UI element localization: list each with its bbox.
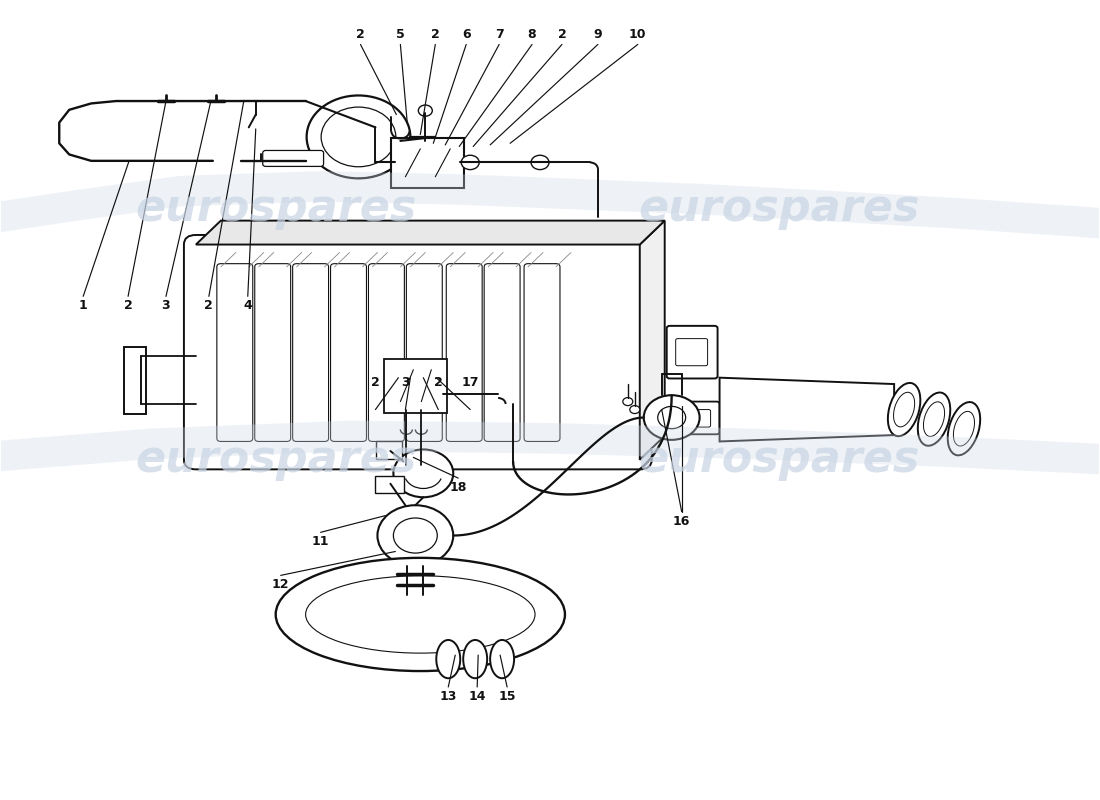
Ellipse shape <box>924 402 945 437</box>
Text: 2: 2 <box>433 376 442 389</box>
FancyBboxPatch shape <box>667 326 717 378</box>
Text: 2: 2 <box>205 299 213 313</box>
Circle shape <box>321 107 396 166</box>
Ellipse shape <box>463 640 487 678</box>
Circle shape <box>644 395 700 440</box>
FancyBboxPatch shape <box>217 264 253 442</box>
Circle shape <box>418 105 432 116</box>
Circle shape <box>531 155 549 170</box>
Ellipse shape <box>917 393 950 446</box>
Ellipse shape <box>948 402 980 455</box>
Text: eurospares: eurospares <box>639 438 920 482</box>
Ellipse shape <box>954 411 975 446</box>
FancyBboxPatch shape <box>376 442 403 459</box>
FancyBboxPatch shape <box>384 358 448 413</box>
Circle shape <box>461 155 480 170</box>
Circle shape <box>307 95 410 178</box>
FancyBboxPatch shape <box>484 264 520 442</box>
FancyBboxPatch shape <box>368 264 405 442</box>
Ellipse shape <box>491 640 514 678</box>
Text: 2: 2 <box>356 28 365 42</box>
FancyBboxPatch shape <box>255 264 290 442</box>
Ellipse shape <box>893 392 915 427</box>
FancyBboxPatch shape <box>406 264 442 442</box>
Text: 4: 4 <box>243 299 252 313</box>
Text: 3: 3 <box>162 299 170 313</box>
Text: 3: 3 <box>402 376 409 389</box>
Text: 10: 10 <box>629 28 647 42</box>
FancyBboxPatch shape <box>681 410 711 427</box>
Text: 5: 5 <box>396 28 405 42</box>
Polygon shape <box>196 221 664 245</box>
Circle shape <box>623 398 632 406</box>
FancyBboxPatch shape <box>331 264 366 442</box>
Circle shape <box>394 450 453 498</box>
Text: 18: 18 <box>450 481 466 494</box>
Text: 12: 12 <box>272 578 289 591</box>
Text: 2: 2 <box>558 28 566 42</box>
Text: 7: 7 <box>495 28 504 42</box>
Text: 8: 8 <box>528 28 537 42</box>
Text: 9: 9 <box>594 28 602 42</box>
Text: 6: 6 <box>462 28 471 42</box>
FancyBboxPatch shape <box>392 138 464 188</box>
Text: eurospares: eurospares <box>135 187 417 230</box>
Text: eurospares: eurospares <box>135 438 417 482</box>
Circle shape <box>377 506 453 566</box>
Text: 16: 16 <box>673 514 691 528</box>
Text: eurospares: eurospares <box>639 187 920 230</box>
Circle shape <box>394 518 438 553</box>
Text: 1: 1 <box>79 299 88 313</box>
FancyBboxPatch shape <box>375 476 405 494</box>
Text: 2: 2 <box>371 376 380 389</box>
Text: 11: 11 <box>311 535 329 549</box>
FancyBboxPatch shape <box>447 264 482 442</box>
FancyBboxPatch shape <box>672 402 719 434</box>
FancyBboxPatch shape <box>184 235 651 470</box>
Ellipse shape <box>306 576 535 653</box>
Polygon shape <box>719 378 894 442</box>
FancyBboxPatch shape <box>263 150 323 166</box>
Text: 2: 2 <box>431 28 440 42</box>
Ellipse shape <box>888 383 921 436</box>
Text: 17: 17 <box>462 376 478 389</box>
Ellipse shape <box>276 558 565 671</box>
Polygon shape <box>640 221 664 460</box>
Circle shape <box>658 406 685 429</box>
FancyBboxPatch shape <box>524 264 560 442</box>
Text: 15: 15 <box>498 690 516 703</box>
Text: 13: 13 <box>440 690 456 703</box>
Text: 14: 14 <box>469 690 486 703</box>
Text: 2: 2 <box>123 299 132 313</box>
FancyBboxPatch shape <box>124 346 146 414</box>
FancyBboxPatch shape <box>675 338 707 366</box>
Circle shape <box>630 406 640 414</box>
FancyBboxPatch shape <box>293 264 329 442</box>
Ellipse shape <box>437 640 460 678</box>
